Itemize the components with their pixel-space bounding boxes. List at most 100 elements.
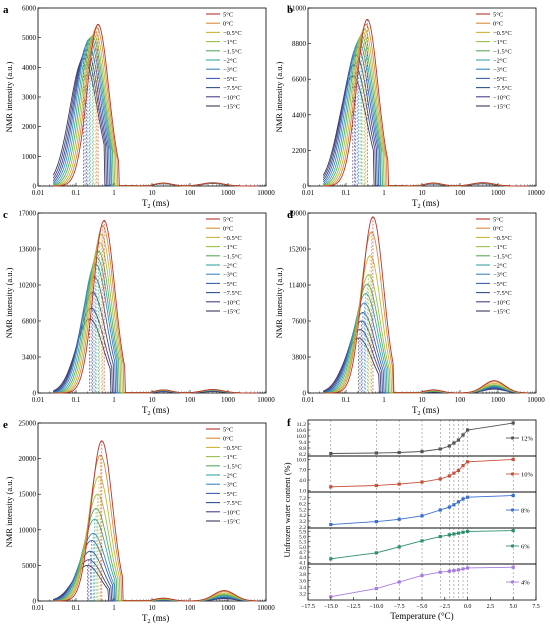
legend-entry: −10°C [223, 509, 240, 516]
data-point [511, 421, 515, 425]
legend-entry: −2°C [223, 58, 237, 65]
x-tick-label: 0.01 [302, 396, 315, 404]
legend-entry: −7.5°C [493, 85, 512, 92]
data-point [511, 457, 515, 462]
legend-entry: 5°C [493, 217, 503, 224]
y-tick-label: 6.2 [299, 502, 306, 508]
y-axis-label: NMR intensity (a.u.) [274, 61, 284, 132]
data-point [452, 503, 456, 507]
legend-marker [510, 508, 515, 512]
y-tick-label: 15200 [289, 246, 307, 254]
series-line-0 [53, 440, 258, 602]
x-tick-label: 0.01 [302, 189, 315, 197]
legend-entry: 12% [521, 436, 534, 443]
y-tick-label: 4400 [292, 111, 307, 119]
legend-entry: −15°C [223, 104, 240, 111]
legend-entry: 0°C [493, 226, 503, 233]
legend-entry: −0.5°C [223, 235, 242, 242]
y-axis-label: NMR intensity (a.u.) [4, 476, 14, 547]
y-tick-label: 0 [33, 183, 37, 191]
data-point [374, 520, 378, 524]
data-point [438, 508, 442, 512]
data-point [511, 528, 515, 533]
x-axis-label: T2 (ms) [142, 198, 169, 210]
y-tick-label: 9.4 [299, 440, 306, 446]
legend-entry: −1.5°C [493, 48, 512, 55]
data-point [456, 500, 461, 504]
data-point [461, 530, 465, 534]
y-tick-label: 0 [303, 390, 307, 398]
y-tick-label: 4.2 [299, 513, 306, 519]
legend-entry: −0.5°C [223, 445, 242, 452]
data-point [329, 595, 333, 599]
series-line-0 [323, 216, 528, 394]
data-point [447, 533, 451, 537]
series-line-0 [323, 18, 528, 187]
x-tick-label: 100 [455, 189, 466, 197]
y-tick-label: 11000 [289, 5, 307, 13]
legend-entry: −1°C [493, 244, 507, 251]
x-tick-label: 0.0 [464, 604, 472, 610]
data-point [374, 451, 378, 455]
y-tick-label: 4.7 [299, 550, 306, 556]
legend-marker [510, 580, 515, 584]
legend-entry: −0.5°C [493, 235, 512, 242]
y-tick-label: 5.3 [299, 540, 306, 546]
data-point [374, 551, 378, 555]
panel-letter: d [287, 209, 293, 221]
y-tick-label: 0 [33, 598, 37, 606]
legend-entry: 8% [521, 508, 530, 515]
x-tick-label: 1000 [221, 396, 236, 404]
x-axis-label: Temperature (°C) [390, 611, 453, 621]
series-line-0 [53, 219, 258, 394]
y-tick-label: 3.2 [299, 591, 306, 597]
legend-entry: 0°C [223, 21, 233, 28]
y-axis-label: NMR intensity (a.u.) [274, 267, 284, 338]
y-tick-label: 13600 [19, 246, 37, 254]
y-tick-label: 1000 [22, 153, 37, 161]
data-point [447, 505, 451, 509]
legend-entry: −2°C [493, 58, 507, 65]
nmr-panel-e: 0.01 0.1 1 10 100 1000 10000 0 5000 10000 15000 200… [3, 419, 275, 625]
data-point [397, 450, 401, 455]
data-point [329, 451, 333, 456]
data-point [420, 514, 424, 518]
legend-entry: −5°C [493, 76, 507, 83]
legend-entry: −15°C [493, 104, 510, 111]
x-tick-label: 100 [455, 396, 466, 404]
x-tick-label: 0.1 [342, 396, 351, 404]
x-tick-label: 1 [382, 396, 386, 404]
x-tick-label: 10000 [527, 189, 545, 197]
x-tick-label: −7.5 [394, 604, 405, 610]
data-point [452, 532, 456, 536]
data-point [438, 477, 442, 481]
x-tick-label: 1 [112, 396, 116, 404]
legend-entry: 10% [521, 472, 534, 479]
y-tick-label: 8.2 [299, 452, 306, 458]
legend-entry: −3°C [223, 67, 237, 74]
data-point [461, 497, 465, 501]
legend-entry: −2°C [493, 263, 507, 270]
data-point [461, 567, 465, 571]
legend-entry: −0.5°C [493, 30, 512, 37]
legend-entry: −3°C [223, 272, 237, 279]
legend-entry: −3°C [493, 272, 507, 279]
x-tick-label: 2.5 [487, 604, 495, 610]
legend-entry: −15°C [223, 309, 240, 316]
data-point [438, 447, 442, 451]
legend-entry: −1°C [493, 39, 507, 46]
legend-entry: −1.5°C [223, 463, 242, 470]
legend-entry: 5°C [223, 217, 233, 224]
x-tick-label: 10 [149, 604, 157, 612]
data-point [456, 438, 461, 442]
legend-entry: −1°C [223, 39, 237, 46]
x-tick-label: 0.1 [72, 604, 81, 612]
y-tick-label: 5.9 [299, 529, 306, 535]
x-tick-label: −2.5 [439, 604, 450, 610]
y-tick-label: 6000 [22, 5, 37, 13]
y-tick-label: 8800 [292, 40, 307, 48]
legend-entry: −5°C [223, 76, 237, 83]
y-tick-label: 4000 [22, 64, 37, 72]
legend-entry: −3°C [493, 67, 507, 74]
legend-marker [510, 436, 515, 440]
